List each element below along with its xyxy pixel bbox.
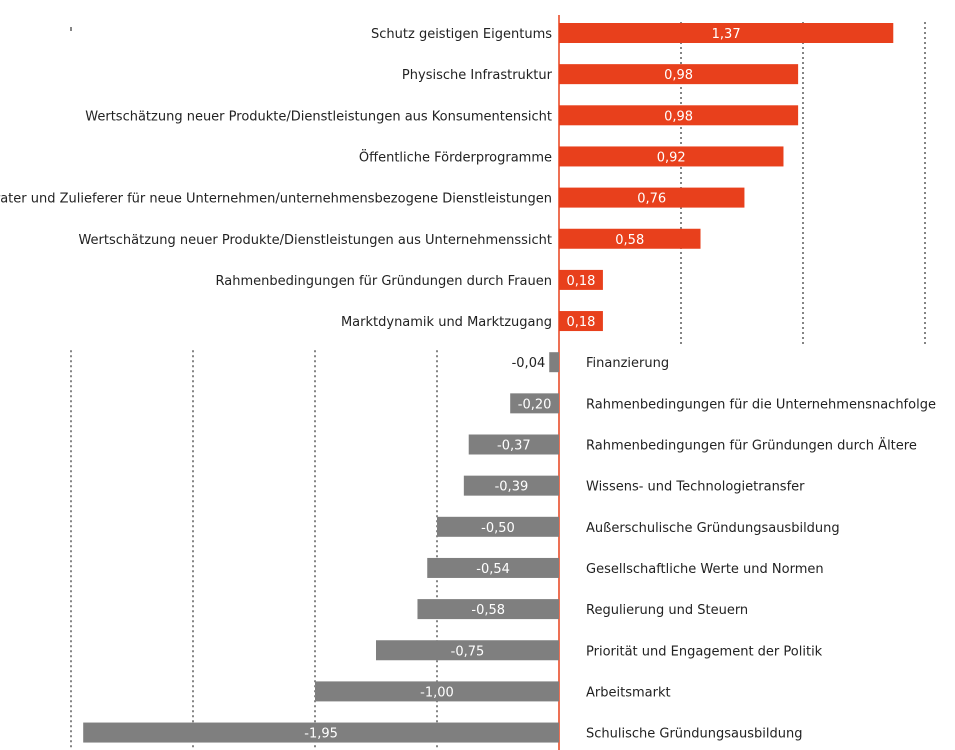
bar	[559, 105, 799, 126]
value-label: 0,76	[637, 192, 666, 207]
category-label: Berater und Zulieferer für neue Unterneh…	[0, 192, 552, 207]
value-label: 0,18	[566, 315, 595, 330]
value-label: -0,75	[451, 644, 485, 659]
category-label: Rahmenbedingungen für Gründungen durch Ä…	[586, 438, 917, 454]
category-labels: Schutz geistigen Eigentums Physische Infr…	[0, 27, 936, 742]
value-label: 0,98	[664, 68, 693, 83]
category-label: Schutz geistigen Eigentums	[371, 27, 552, 42]
category-label: Öffentliche Förderprogramme	[359, 148, 552, 165]
bar	[559, 146, 784, 167]
category-label: Arbeitsmarkt	[586, 685, 671, 700]
category-label: Finanzierung	[586, 356, 669, 371]
bar	[559, 64, 799, 85]
value-label: -0,58	[471, 603, 505, 618]
value-label: -0,20	[518, 397, 552, 412]
value-label: -1,00	[420, 685, 454, 700]
category-label: Wissens- und Technologietransfer	[586, 480, 805, 495]
value-label: 1,37	[712, 27, 741, 42]
bar	[437, 516, 559, 537]
category-label: Schulische Gründungsausbildung	[586, 727, 802, 742]
value-label: -0,39	[495, 480, 529, 495]
value-label: -1,95	[304, 727, 338, 742]
bar	[427, 557, 559, 578]
value-label: 0,92	[657, 150, 686, 165]
category-label: Wertschätzung neuer Produkte/Dienstleist…	[78, 233, 552, 248]
value-label: -0,04	[512, 356, 546, 371]
category-label: Priorität und Engagement der Politik	[586, 644, 823, 659]
bar	[463, 475, 559, 496]
value-label: -0,54	[476, 562, 510, 577]
bar	[559, 23, 894, 43]
category-label: Wertschätzung neuer Produkte/Dienstleist…	[85, 109, 552, 124]
bar	[559, 311, 603, 332]
value-label: 0,58	[615, 233, 644, 248]
bar	[510, 393, 559, 414]
category-label: Physische Infrastruktur	[402, 68, 553, 83]
value-label: 0,98	[664, 109, 693, 124]
bar	[417, 599, 559, 620]
bar	[376, 640, 559, 661]
bars	[83, 23, 894, 743]
category-label: Regulierung und Steuern	[586, 603, 748, 618]
bar	[559, 228, 701, 249]
category-label: Marktdynamik und Marktzugang	[341, 315, 552, 330]
category-label: Rahmenbedingungen für die Unternehmensna…	[586, 397, 936, 412]
category-label: Rahmenbedingungen für Gründungen durch F…	[216, 274, 553, 289]
value-label: -0,50	[481, 521, 515, 536]
bar	[468, 434, 559, 455]
grid-lines	[70, 15, 926, 750]
value-label: 0,18	[566, 274, 595, 289]
bar	[83, 722, 559, 743]
value-label: -0,37	[497, 439, 531, 454]
category-label: Außerschulische Gründungsausbildung	[586, 521, 840, 536]
bar	[559, 269, 603, 290]
bar	[549, 352, 559, 373]
bar	[559, 187, 745, 208]
bar	[315, 681, 559, 702]
value-labels: 1,37 0,98 0,98 0,92 0,76 0,58 0,18 0,18 -0,04 -0,…	[304, 27, 740, 742]
category-label: Gesellschaftliche Werte und Normen	[586, 562, 824, 577]
